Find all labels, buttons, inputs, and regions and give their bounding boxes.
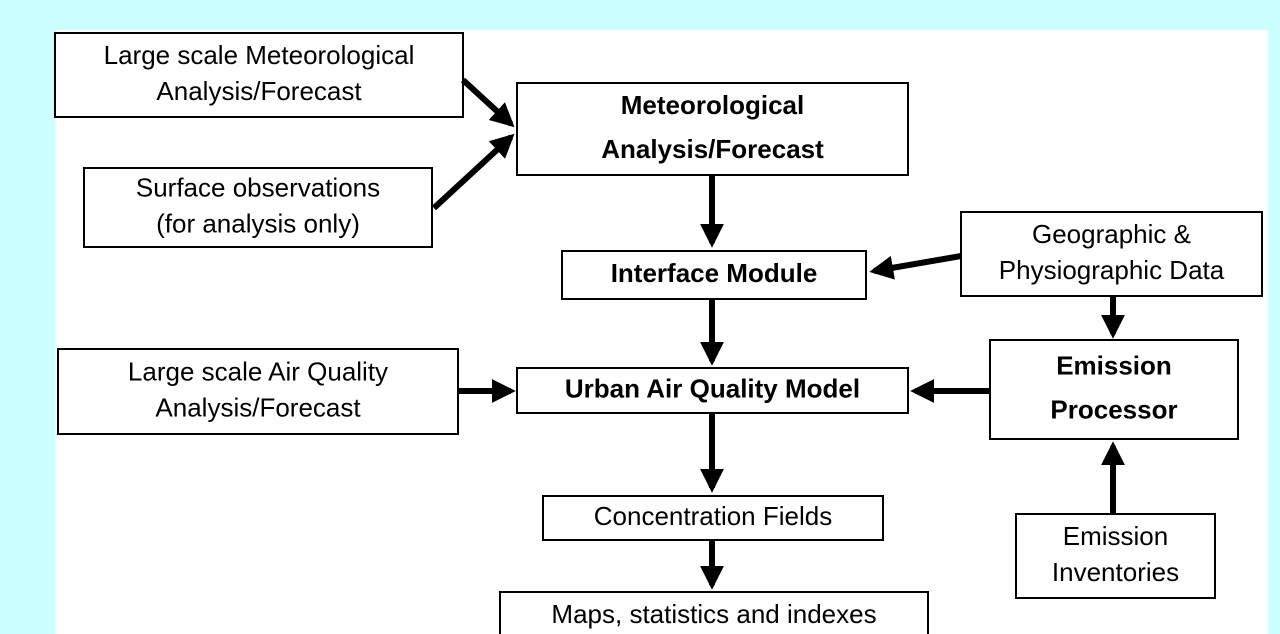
- node-box: [54, 32, 464, 118]
- node-label: Large scale Meteorological: [104, 40, 415, 70]
- node-label: Analysis/Forecast: [155, 392, 361, 422]
- node-label: Analysis/Forecast: [156, 76, 362, 106]
- node-label: Meteorological: [621, 90, 804, 120]
- node-box: [499, 591, 929, 634]
- node-box: [516, 367, 909, 414]
- node-label: Processor: [1050, 394, 1177, 424]
- arrow: [460, 77, 515, 128]
- node-label: Maps, statistics and indexes: [551, 599, 876, 629]
- node-label: Surface observations: [136, 172, 380, 202]
- node-label: (for analysis only): [156, 208, 360, 238]
- node-label: Emission: [1063, 521, 1168, 551]
- node-label: Emission: [1056, 350, 1172, 380]
- node-label: Physiographic Data: [999, 255, 1225, 285]
- node-label: Inventories: [1052, 557, 1179, 587]
- node-label: Large scale Air Quality: [128, 356, 388, 386]
- node-box: [542, 495, 884, 541]
- node-box: [516, 82, 909, 176]
- node-label: Concentration Fields: [594, 501, 832, 531]
- node-label: Interface Module: [611, 258, 818, 288]
- node-box: [83, 167, 433, 248]
- node-label: Geographic &: [1032, 219, 1191, 249]
- node-box: [57, 348, 459, 435]
- node-label: Urban Air Quality Model: [565, 373, 860, 403]
- arrow: [431, 133, 515, 211]
- arrow: [869, 253, 962, 280]
- node-label: Analysis/Forecast: [601, 134, 824, 164]
